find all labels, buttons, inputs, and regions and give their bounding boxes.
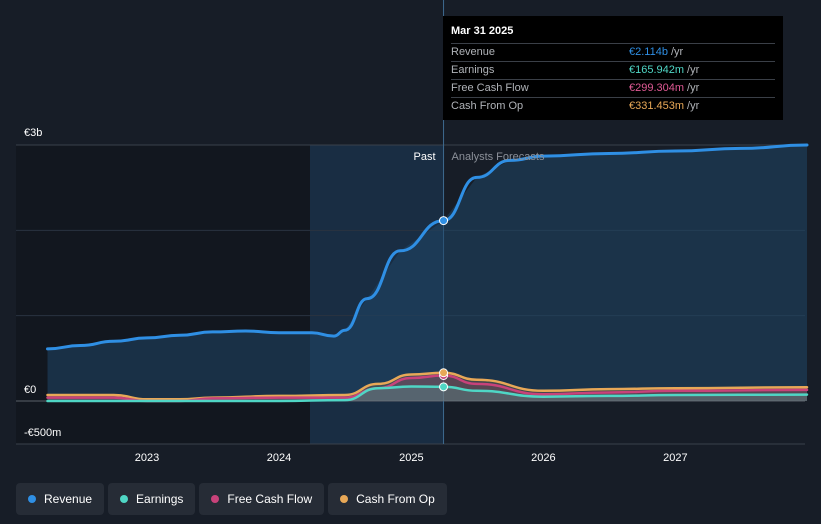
series-area-earnings	[47, 386, 807, 401]
legend-item-revenue[interactable]: Revenue	[16, 483, 105, 515]
legend-item-earnings[interactable]: Earnings	[108, 483, 196, 515]
tooltip-value: €2.114b	[629, 46, 668, 58]
tooltip-row-free-cash-flow: Free Cash Flow €299.304m /yr	[451, 79, 775, 97]
legend-label: Free Cash Flow	[227, 492, 313, 506]
hover-tooltip: Mar 31 2025 Revenue €2.114b /yr Earnings…	[443, 16, 783, 120]
legend-label: Revenue	[44, 492, 93, 506]
tooltip-row-cash-from-op: Cash From Op €331.453m /yr	[451, 97, 775, 115]
tooltip-row-revenue: Revenue €2.114b /yr	[451, 43, 775, 61]
tooltip-label: Free Cash Flow	[451, 82, 529, 94]
past-label: Past	[414, 151, 436, 163]
chart-legend: Revenue Earnings Free Cash Flow Cash Fro…	[16, 483, 447, 515]
series-line-revenue	[46, 143, 809, 351]
tooltip-value: €331.453m	[629, 100, 685, 112]
y-tick-label: -€500m	[24, 427, 61, 439]
legend-dot-icon	[120, 495, 129, 503]
revenue-area	[47, 145, 807, 401]
marker-revenue	[439, 216, 449, 226]
x-tick-label: 2023	[135, 452, 159, 464]
x-tick-label: 2026	[531, 452, 555, 464]
legend-dot-icon	[340, 495, 349, 503]
tooltip-label: Revenue	[451, 46, 496, 58]
legend-dot-icon	[28, 495, 36, 503]
tooltip-label: Earnings	[451, 64, 495, 76]
legend-item-free-cash-flow[interactable]: Free Cash Flow	[199, 483, 325, 515]
tooltip-value: €165.942m	[629, 64, 685, 76]
tooltip-unit: /yr	[687, 100, 700, 112]
tooltip-unit: /yr	[687, 64, 700, 76]
marker-cash-from-op	[439, 368, 449, 378]
tooltip-row-earnings: Earnings €165.942m /yr	[451, 61, 775, 79]
tooltip-unit: /yr	[670, 46, 684, 58]
legend-dot-icon	[211, 495, 220, 503]
legend-item-cash-from-op[interactable]: Cash From Op	[328, 483, 447, 515]
tooltip-value: €299.304m	[629, 82, 685, 94]
tooltip-date: Mar 31 2025	[451, 25, 514, 37]
x-tick-label: 2024	[267, 452, 291, 464]
y-tick-label: €3b	[24, 127, 42, 139]
tooltip-label: Cash From Op	[451, 100, 524, 112]
x-tick-label: 2025	[399, 452, 423, 464]
legend-label: Earnings	[136, 492, 184, 506]
forecast-label: Analysts Forecasts	[452, 151, 545, 163]
x-tick-label: 2027	[663, 452, 687, 464]
marker-earnings	[439, 382, 449, 392]
chart-plot[interactable]: €3b €0 -€500m 2023 2024 2025 2026 2027 Past Analy…	[0, 0, 821, 480]
legend-label: Cash From Op	[356, 492, 435, 506]
series-line-earnings	[46, 385, 809, 403]
series-line-cash-from-op	[46, 371, 809, 401]
y-tick-label: €0	[24, 384, 36, 396]
tooltip-unit: /yr	[687, 82, 700, 94]
